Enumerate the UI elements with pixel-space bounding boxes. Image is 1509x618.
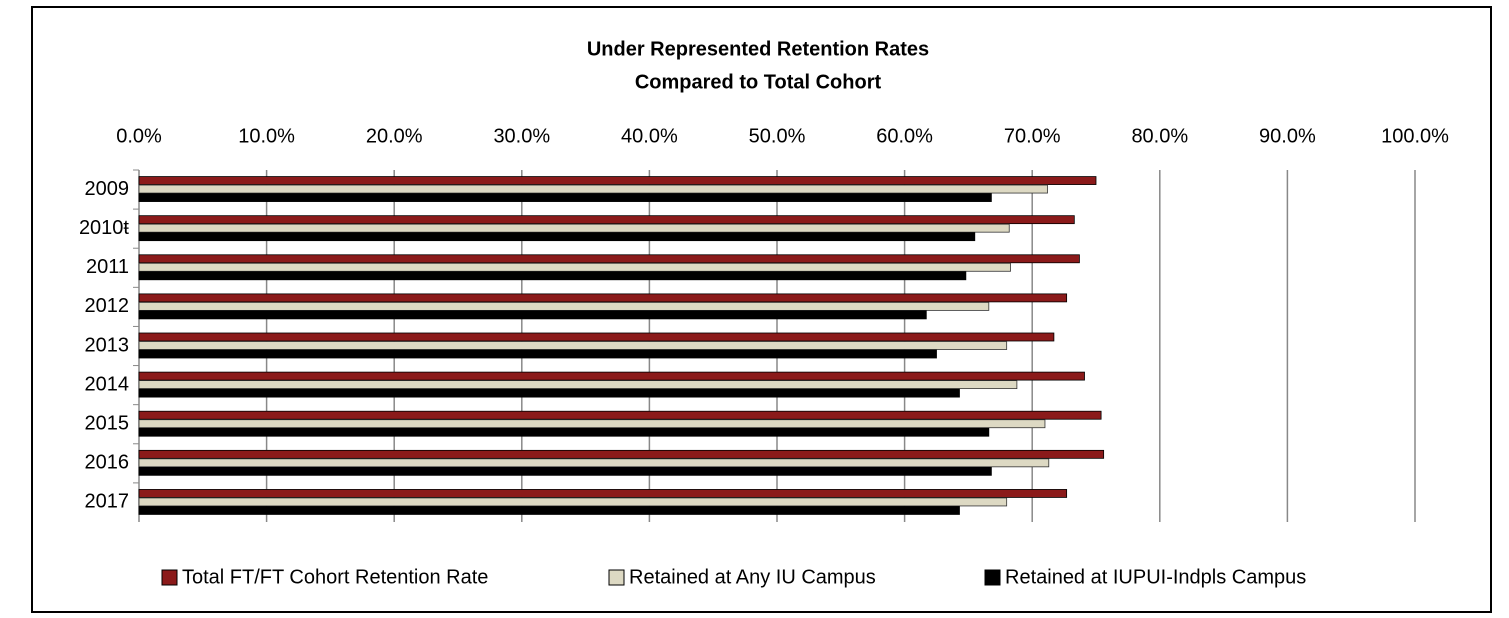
x-tick-label: 0.0% bbox=[116, 125, 162, 147]
bar bbox=[138, 193, 992, 202]
legend-swatch bbox=[984, 569, 1001, 586]
x-tick-label: 80.0% bbox=[1131, 125, 1188, 147]
x-tick-label: 90.0% bbox=[1259, 125, 1316, 147]
bar bbox=[138, 410, 1102, 420]
bar bbox=[138, 388, 960, 398]
legend-swatch bbox=[608, 569, 625, 586]
bar bbox=[138, 271, 967, 281]
bar bbox=[138, 332, 1055, 342]
chart-title: Compared to Total Cohort bbox=[635, 71, 882, 93]
bar bbox=[138, 310, 927, 320]
x-tick-label: 50.0% bbox=[749, 125, 806, 147]
y-tick-label: 2011 bbox=[86, 256, 129, 278]
bar bbox=[138, 232, 976, 242]
legend-label: Retained at Any IU Campus bbox=[629, 566, 876, 588]
bar bbox=[138, 176, 1097, 185]
x-tick-label: 30.0% bbox=[493, 125, 550, 147]
bar bbox=[138, 371, 1085, 381]
bar bbox=[138, 497, 1008, 507]
y-tick-label: 2009 bbox=[85, 178, 130, 200]
bar bbox=[138, 489, 1068, 498]
chart-title: Under Represented Retention Rates bbox=[587, 38, 929, 60]
legend-label: Total FT/FT Cohort Retention Rate bbox=[182, 566, 488, 588]
x-tick-label: 40.0% bbox=[621, 125, 678, 147]
bar bbox=[138, 341, 1008, 350]
bar bbox=[138, 419, 1046, 429]
bar bbox=[138, 254, 1080, 264]
bar bbox=[138, 466, 992, 476]
bar bbox=[138, 349, 937, 359]
bar bbox=[138, 380, 1018, 390]
y-tick-label: 2010ŧ bbox=[79, 217, 129, 239]
bar bbox=[138, 301, 990, 311]
bar bbox=[138, 458, 1050, 468]
y-tick-label: 2016 bbox=[85, 452, 130, 474]
x-tick-label: 20.0% bbox=[366, 125, 423, 147]
bar bbox=[138, 223, 1010, 233]
legend-swatch bbox=[161, 569, 178, 586]
x-tick-label: 70.0% bbox=[1004, 125, 1061, 147]
x-tick-label: 100.0% bbox=[1381, 125, 1449, 147]
x-tick-label: 10.0% bbox=[238, 125, 295, 147]
bar bbox=[138, 215, 1075, 225]
bar bbox=[138, 262, 1011, 272]
bar bbox=[138, 449, 1105, 459]
bar bbox=[138, 184, 1048, 194]
y-tick-label: 2014 bbox=[85, 373, 130, 395]
y-tick-label: 2012 bbox=[85, 295, 130, 317]
legend-label: Retained at IUPUI-Indpls Campus bbox=[1005, 566, 1306, 588]
bar bbox=[138, 427, 990, 437]
y-tick-label: 2015 bbox=[85, 413, 130, 435]
y-tick-label: 2013 bbox=[85, 334, 130, 356]
bar bbox=[138, 293, 1068, 303]
bar bbox=[138, 506, 960, 515]
x-tick-label: 60.0% bbox=[876, 125, 933, 147]
y-tick-label: 2017 bbox=[85, 491, 130, 513]
